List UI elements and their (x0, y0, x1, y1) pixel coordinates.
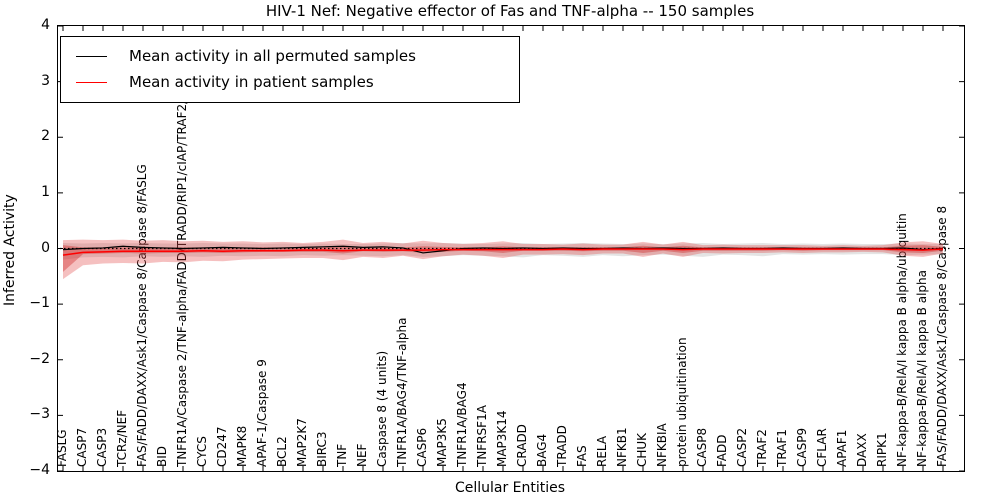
x-tick-label: TRAF1 (775, 429, 789, 467)
y-tick-label: −3 (29, 406, 50, 423)
x-tick-label: CRADD (515, 424, 529, 467)
y-tick-label: −4 (29, 462, 50, 478)
y-tick-label: 1 (41, 183, 50, 200)
x-tick-label: CFLAR (815, 428, 829, 467)
legend: Mean activity in all permuted samples Me… (60, 36, 520, 103)
x-tick-label: NFKB1 (615, 427, 629, 467)
x-tick-label: TNFR1A/BAG4/TNF-alpha (395, 317, 409, 467)
x-tick-label: CYCS (195, 436, 209, 467)
black-line-sample-icon (76, 55, 107, 57)
x-tick-label: BAG4 (535, 433, 549, 467)
x-tick-label: MAP3K14 (495, 410, 509, 467)
x-tick-label: CHUK (635, 432, 649, 467)
y-tick-label: 0 (41, 239, 50, 256)
patient-samples-range-outer-band (63, 239, 943, 280)
x-tick-label: TNF (335, 443, 349, 467)
x-tick-label: NF-kappa-B/RelA/I kappa B alpha (915, 270, 929, 467)
x-tick-label: MAP3K5 (435, 418, 449, 467)
x-tick-label: CD247 (215, 426, 229, 467)
patient-samples-range-inner-band (63, 245, 943, 272)
x-tick-label: MAPK8 (235, 425, 249, 467)
permuted-samples-range-band (63, 242, 943, 260)
x-tick-label: CASP8 (695, 427, 709, 467)
x-tick-label: FAS/FADD/DAXX/Ask1/Caspase 8/Caspase 8/F… (135, 164, 149, 467)
x-tick-label: NFKBIA (655, 423, 669, 467)
x-tick-label: NF-kappa-B/RelA/I kappa B alpha/ubiquiti… (895, 213, 909, 467)
x-tick-label: RELA (595, 435, 609, 467)
x-tick-label: TRADD (555, 425, 569, 467)
x-tick-label: FASLG (55, 429, 69, 467)
x-tick-label: protein ubiquitination (675, 337, 689, 467)
chart-title: HIV-1 Nef: Negative effector of Fas and … (265, 2, 755, 20)
x-tick-label: BID (155, 445, 169, 467)
x-tick-label: BCL2 (275, 436, 289, 467)
x-tick-label: CASP2 (735, 427, 749, 467)
x-tick-label: CASP9 (795, 427, 809, 467)
y-tick-label: 3 (41, 72, 50, 89)
y-tick-label: −2 (29, 350, 50, 367)
x-tick-label: FAS/FADD/DAXX/Ask1/Caspase 8/Caspase 8 (935, 205, 949, 467)
x-tick-label: BIRC3 (315, 431, 329, 467)
x-tick-label: Caspase 8 (4 units) (375, 350, 389, 467)
x-axis-label: Cellular Entities (454, 480, 566, 496)
x-tick-label: APAF-1/Caspase 9 (255, 359, 269, 467)
x-tick-label: CASP6 (415, 427, 429, 467)
x-tick-label: TNFR1A/BAG4 (455, 382, 469, 467)
x-tick-label: TCRz/NEF (115, 409, 129, 467)
x-tick-label: DAXX (855, 433, 869, 467)
legend-entry-permuted: Mean activity in all permuted samples (61, 43, 519, 69)
red-line-sample-icon (76, 81, 107, 83)
patient-mean-line (62, 248, 944, 256)
legend-label-patient: Mean activity in patient samples (129, 73, 374, 91)
x-tick-label: MAP2K7 (295, 418, 309, 467)
x-tick-label: NEF (355, 443, 369, 467)
x-tick-label: FADD (715, 434, 729, 468)
y-tick-label: 4 (41, 17, 50, 33)
x-tick-label: CASP3 (95, 427, 109, 467)
x-tick-label: RIPK1 (875, 432, 889, 467)
x-tick-label: FAS (575, 445, 589, 467)
y-tick-label: −1 (29, 295, 50, 312)
x-tick-label: TNFRSF1A (475, 405, 489, 467)
x-tick-label: APAF1 (835, 429, 849, 467)
x-tick-label: CASP7 (75, 427, 89, 467)
x-tick-label: TNFR1A/Caspase 2/TNF-alpha/FADD/TRADD/RI… (175, 61, 189, 467)
legend-label-permuted: Mean activity in all permuted samples (129, 47, 416, 65)
x-tick-label: TRAF2 (755, 429, 769, 467)
y-tick-label: 2 (41, 128, 50, 145)
permuted-mean-line (62, 245, 944, 254)
legend-entry-patient: Mean activity in patient samples (61, 69, 519, 95)
